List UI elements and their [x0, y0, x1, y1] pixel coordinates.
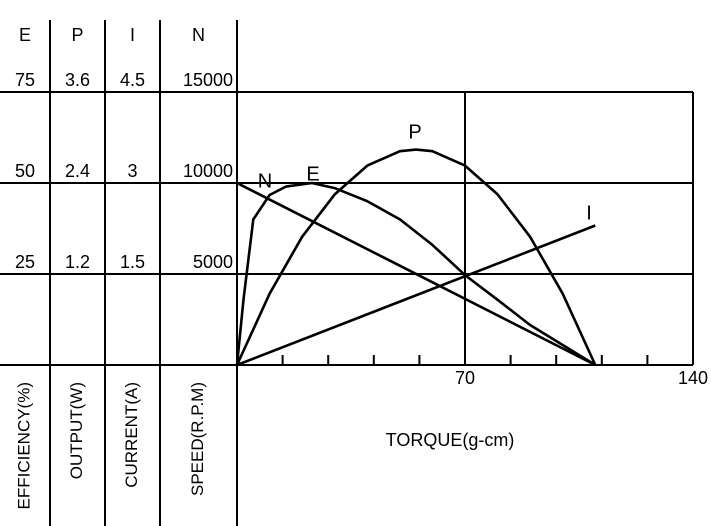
series-label: N [258, 170, 272, 192]
axis-symbol: I [130, 25, 135, 45]
x-tick-label: 70 [455, 368, 475, 388]
y-axis-label: CURRENT(A) [122, 382, 141, 488]
series-line [235, 181, 596, 367]
axis-symbol: P [71, 25, 83, 45]
y-tick-label: 25 [15, 252, 35, 272]
axis-symbol: E [19, 25, 31, 45]
y-tick-label: 1.2 [65, 252, 90, 272]
series-line [236, 181, 596, 367]
series-label: P [408, 121, 421, 143]
series-label: I [586, 202, 592, 224]
axis-symbol: N [192, 25, 205, 45]
y-axis-label: SPEED(R.P.M) [188, 382, 207, 496]
y-tick-label: 2.4 [65, 161, 90, 181]
y-tick-label: 3 [127, 161, 137, 181]
y-tick-label: 5000 [193, 252, 233, 272]
x-axis-label: TORQUE(g-cm) [386, 430, 515, 450]
y-tick-label: 4.5 [120, 70, 145, 90]
y-tick-label: 10000 [183, 161, 233, 181]
series-label: E [306, 163, 319, 185]
series-line [236, 224, 596, 367]
y-axis-label: EFFICIENCY(%) [14, 382, 33, 510]
y-tick-label: 3.6 [65, 70, 90, 90]
y-tick-label: 15000 [183, 70, 233, 90]
y-tick-label: 75 [15, 70, 35, 90]
series-line [235, 148, 597, 366]
y-tick-label: 1.5 [120, 252, 145, 272]
y-axis-label: OUTPUT(W) [67, 382, 86, 479]
y-tick-label: 50 [15, 161, 35, 181]
x-tick-label: 140 [678, 368, 708, 388]
